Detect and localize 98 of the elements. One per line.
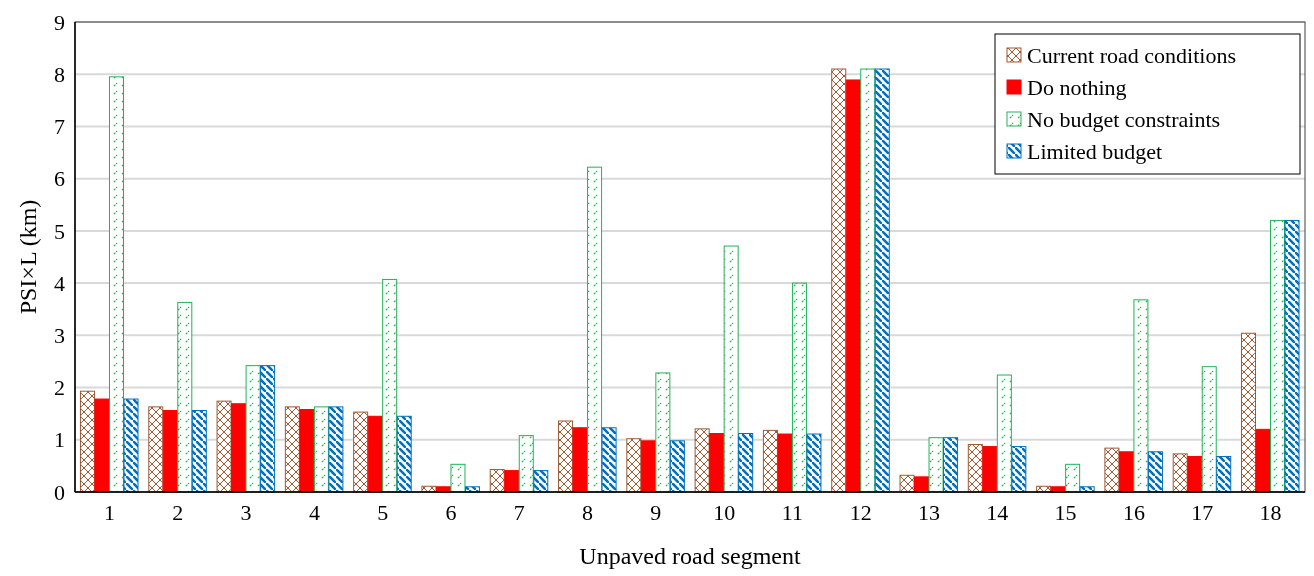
bar — [245, 365, 261, 493]
bar — [967, 443, 983, 493]
y-axis-title: PSI×L (km) — [15, 199, 41, 315]
bar — [831, 68, 847, 493]
bar — [1240, 332, 1256, 493]
bar — [738, 433, 754, 493]
bar — [396, 415, 412, 493]
bar — [1201, 366, 1217, 493]
bar — [1011, 446, 1027, 493]
x-tick-label: 17 — [1191, 500, 1214, 525]
bar — [382, 278, 398, 493]
bar — [518, 435, 534, 493]
bar — [1147, 451, 1163, 493]
x-tick-label: 4 — [308, 500, 320, 525]
bar — [367, 415, 383, 493]
bar — [845, 79, 861, 493]
bar — [284, 406, 300, 493]
bar — [928, 437, 944, 493]
x-tick-label: 10 — [713, 500, 736, 525]
bar — [777, 433, 793, 493]
x-axis-title: Unpaved road segment — [579, 543, 801, 569]
bar — [723, 245, 739, 493]
bar — [1065, 463, 1081, 493]
x-tick-label: 7 — [513, 500, 525, 525]
x-tick-label: 11 — [781, 500, 804, 525]
bar — [123, 398, 139, 493]
bar — [1104, 447, 1120, 493]
bar — [694, 428, 710, 493]
x-tick-label: 12 — [849, 500, 872, 525]
x-tick-label: 15 — [1054, 500, 1077, 525]
y-tick-label: 3 — [54, 323, 65, 349]
bar — [1118, 451, 1134, 493]
y-tick-label: 7 — [54, 114, 65, 140]
bar — [1255, 428, 1271, 493]
bar — [162, 410, 178, 493]
bar — [1284, 219, 1300, 493]
x-tick-label: 8 — [582, 500, 594, 525]
bar — [996, 374, 1012, 493]
x-tick-label: 18 — [1259, 500, 1282, 525]
bar — [328, 406, 344, 493]
bar — [1133, 299, 1149, 493]
bar — [299, 408, 315, 493]
bar — [231, 403, 247, 493]
bar — [108, 76, 124, 493]
x-tick-label: 1 — [103, 500, 115, 525]
bar — [982, 446, 998, 493]
x-tick-label: 2 — [172, 500, 184, 525]
bar — [1172, 453, 1188, 493]
legend-label: Limited budget — [1027, 138, 1163, 164]
legend-label: No budget constraints — [1027, 106, 1221, 132]
bar — [709, 433, 725, 493]
bar — [260, 365, 276, 493]
x-tick-label: 16 — [1122, 500, 1145, 525]
bar — [587, 166, 603, 493]
legend-label: Current road conditions — [1027, 42, 1236, 68]
bar — [191, 410, 207, 493]
bar — [791, 282, 807, 493]
bar — [1216, 455, 1232, 493]
x-tick-label: 13 — [918, 500, 941, 525]
y-tick-label: 8 — [54, 61, 65, 87]
y-tick-label: 4 — [54, 270, 65, 296]
bar — [148, 406, 164, 493]
bar — [216, 400, 232, 493]
bar — [94, 398, 110, 493]
y-tick-label: 0 — [54, 479, 65, 505]
legend-label: Do nothing — [1027, 74, 1127, 100]
y-tick-label: 9 — [54, 9, 65, 35]
bar — [640, 440, 656, 493]
y-tick-label: 5 — [54, 218, 65, 244]
bar — [177, 301, 193, 493]
bar — [1187, 455, 1203, 493]
bar — [762, 429, 778, 493]
bar — [353, 411, 369, 493]
bar — [572, 427, 588, 493]
bar — [943, 437, 959, 493]
x-tick-label: 3 — [240, 500, 252, 525]
bar — [558, 420, 574, 493]
x-tick-label: 6 — [445, 500, 457, 525]
y-tick-label: 6 — [54, 166, 65, 192]
y-tick-label: 2 — [54, 375, 65, 401]
bar — [79, 390, 95, 493]
bar — [450, 463, 466, 493]
bar — [313, 406, 329, 493]
bar — [601, 427, 617, 493]
x-tick-label: 14 — [986, 500, 1009, 525]
bar — [874, 68, 890, 493]
x-tick-label: 9 — [650, 500, 662, 525]
bar — [504, 470, 520, 493]
bar — [655, 372, 671, 493]
bar — [806, 433, 822, 493]
bar — [626, 438, 642, 493]
y-tick-label: 1 — [54, 427, 65, 453]
bar — [899, 474, 915, 493]
bar — [533, 470, 549, 493]
bar — [860, 68, 876, 493]
bar — [669, 440, 685, 493]
bar — [1270, 219, 1286, 493]
x-tick-label: 5 — [377, 500, 389, 525]
